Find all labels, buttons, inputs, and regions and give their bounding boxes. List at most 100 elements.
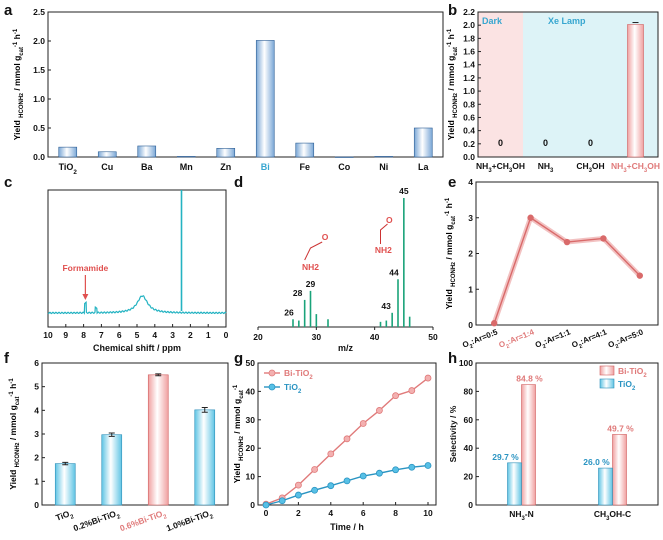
b-xtick-label-0: NH3+CH3OH [476,161,525,174]
g-ytick-label-1: 10 [246,472,256,482]
b-axes-frame [477,11,659,158]
b-ytick-label-9: 1.8 [463,33,475,43]
f-ytick-label-1: 1 [34,476,39,486]
h-value-label-0-0: 84.8 % [516,374,543,384]
a-bar-9 [413,127,433,158]
e-xtick-label-0: O2:Ar=0:5 [461,327,500,352]
b-ytick-label-5: 1.0 [463,86,475,96]
h-legend-swatch-0 [599,365,615,376]
g-xtick-label-0: 0 [264,508,269,518]
b-ytick-label-10: 2.0 [463,20,475,30]
panel-label-g: g [234,350,244,367]
b-xtick-label-3: NH3+CH3OH [611,161,660,174]
e-ytick-label-1: 1 [468,284,473,294]
f-ylabel: Yield HCONH2 / mmol gcat-1 h-1 [8,378,21,490]
b-region-lamp-label: Xe Lamp [548,16,586,26]
g-point-1-7 [375,469,383,477]
a-xtick-label-9: La [418,162,429,172]
a-ytick-label-3: 1.5 [33,65,45,75]
g-xtick-label-4: 8 [393,508,398,518]
h-value-label-0-1: 49.7 % [607,423,634,433]
b-bar-3 [627,24,644,158]
a-xtick-label-4: Zn [220,162,231,172]
d-xtick-label-2: 40 [370,332,380,342]
a-ytick-label-2: 1.0 [33,94,45,104]
g-xtick-label-5: 10 [423,508,433,518]
b-ytick-label-4: 0.8 [463,99,475,109]
a-xtick-label-3: Mn [180,162,193,172]
g-axes-frame [257,362,437,506]
h-axes-frame [475,362,659,506]
f-bar-1 [101,434,123,506]
d-structure-2-oxygen: O [386,215,393,225]
d-structure-2-bonds [380,223,388,244]
c-spectrum-line [47,295,227,315]
g-point-1-5 [343,477,351,485]
g-ylabel: Yield HCONH2 / mmol gcat-1 [232,384,245,483]
d-xlabel: m/z [338,343,354,353]
b-ytick-label-8: 1.6 [463,47,475,57]
a-ytick-label-1: 0.5 [33,123,45,133]
a-bar-3 [176,156,196,158]
a-xtick-label-8: Ni [379,162,388,172]
g-point-1-0 [262,501,270,509]
e-ytick-label-0: 0 [468,320,473,330]
c-xtick-label-7: 3 [170,330,175,340]
c-annotation-label: Formamide [62,263,108,273]
g-point-0-5 [343,435,351,443]
g-xtick-label-3: 6 [361,508,366,518]
g-point-1-10 [424,462,432,469]
f-bar-3 [194,409,216,506]
f-errorbar-0 [62,461,69,466]
a-bar-8 [374,156,394,158]
b-ylabel: Yield HCONH2 / mmol gcat-1 h-1 [446,28,459,140]
h-bar-1-1 [598,467,613,506]
e-ytick-label-4: 4 [468,177,473,187]
c-xtick-label-3: 7 [99,330,104,340]
a-bar-4 [216,148,236,158]
g-ytick-label-0: 0 [250,500,255,510]
h-ylabel: Selectivity / % [448,405,458,462]
g-point-1-6 [359,472,367,480]
b-ytick-label-7: 1.4 [463,60,475,70]
g-series-line-1 [265,464,429,506]
e-series-band [491,215,642,325]
g-xlabel: Time / h [330,522,364,532]
f-bar-2 [147,374,169,506]
e-point-3 [600,235,607,242]
b-ytick-label-2: 0.4 [463,126,475,136]
g-ytick-label-4: 40 [246,386,256,396]
a-xtick-label-7: Co [338,162,350,172]
g-legend-label-0: Bi-TiO2 [284,368,313,381]
h-ytick-label-5: 100 [459,358,473,368]
g-point-1-4 [327,482,335,490]
d-peak-label-0: 26 [284,307,294,317]
f-ytick-label-5: 5 [34,382,39,392]
c-xlabel: Chemical shift / ppm [93,343,181,353]
a-bar-6 [295,142,315,158]
c-axes-frame [47,189,227,328]
e-xtick-label-2: O2:Ar=1:1 [534,327,573,352]
c-xtick-label-0: 10 [43,330,53,340]
b-ytick-label-0: 0.0 [463,152,475,162]
b-xtick-label-1: NH3 [538,161,554,174]
c-xtick-label-4: 6 [117,330,122,340]
f-xtick-label-2: 0.6%Bi-TiO2 [118,507,168,536]
f-bar-0 [54,463,76,506]
e-ylabel: Yield HCONH2 / mmol gcat-1 h-1 [444,197,457,309]
d-xtick-label-3: 50 [428,332,438,342]
h-bar-0-0 [521,384,536,506]
g-point-0-8 [392,392,400,400]
f-errorbar-3 [201,406,208,413]
h-ytick-label-2: 40 [464,443,474,453]
f-ytick-label-0: 0 [34,500,39,510]
e-point-1 [527,214,534,221]
f-ytick-label-6: 6 [34,358,39,368]
a-bar-2 [137,145,157,158]
c-xtick-label-6: 4 [152,330,157,340]
a-bar-1 [97,151,117,158]
h-value-label-1-0: 29.7 % [492,452,519,462]
b-value-label-0: 0 [498,138,503,148]
g-ytick-label-2: 20 [246,443,256,453]
